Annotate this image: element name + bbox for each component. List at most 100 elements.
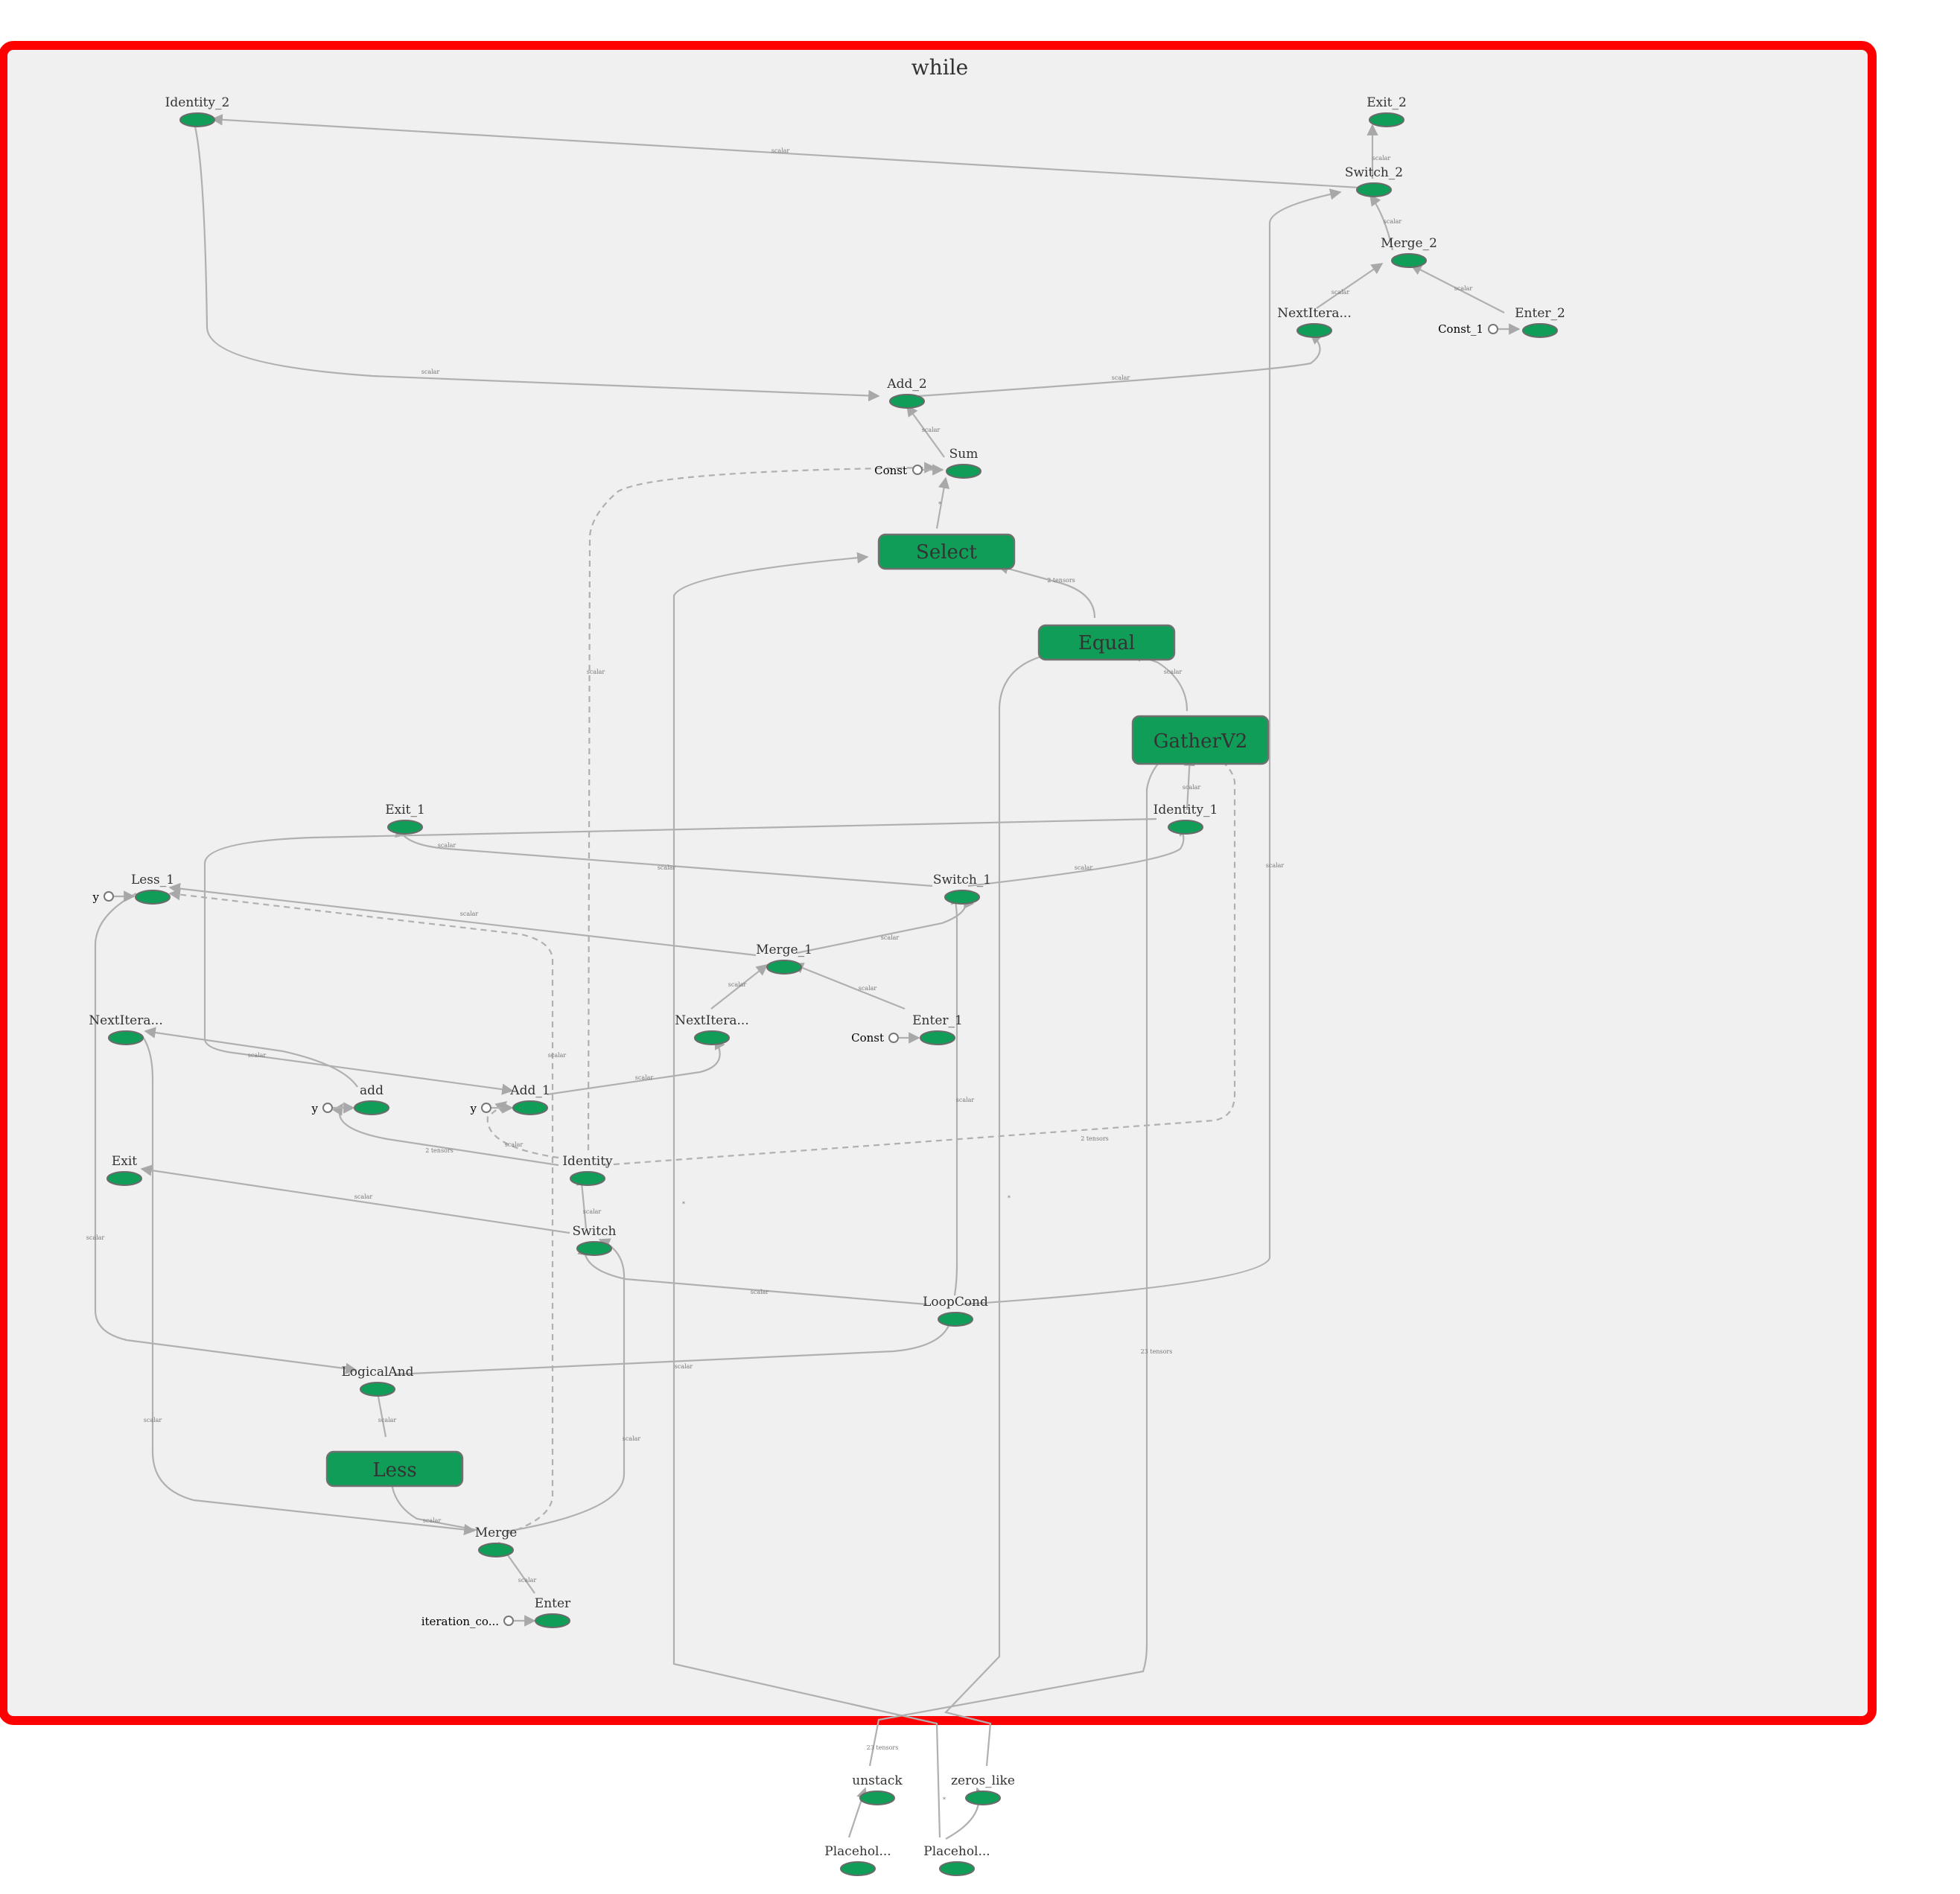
node-exit[interactable]: Exit [106,1154,142,1186]
edge-label: 23 tensors [867,1744,899,1751]
op-ellipse[interactable] [946,464,981,479]
node-zeros-like[interactable]: zeros_like [951,1773,1015,1805]
node-placeholder-a[interactable]: Placehol... [824,1844,891,1876]
edge-label: scalar [922,427,941,433]
op-ellipse[interactable] [1369,112,1404,127]
node-switch-2[interactable]: Switch_2 [1345,165,1403,197]
const-enter1-marker[interactable] [888,1033,899,1043]
node-sum[interactable]: Sum [946,447,981,479]
op-ellipse[interactable] [478,1543,514,1557]
node-equal[interactable]: Equal [1037,624,1176,661]
edge-switch-exit [140,1164,570,1234]
op-ellipse[interactable] [1391,253,1427,268]
op-ellipse[interactable] [938,1312,973,1327]
y-less1-marker[interactable] [104,891,114,902]
node-switch[interactable]: Switch [573,1224,617,1256]
node-nextiteration[interactable]: NextItera... [89,1013,163,1045]
op-ellipse[interactable] [939,1861,975,1876]
edge-identity-add [332,1103,559,1167]
op-ellipse[interactable] [1522,323,1558,338]
y-add-marker[interactable] [322,1103,333,1113]
iteration-count-marker[interactable] [503,1616,514,1626]
node-switch-1[interactable]: Switch_1 [933,873,991,905]
node-less[interactable]: Less [325,1450,464,1488]
op-ellipse[interactable] [944,890,980,905]
node-exit-2[interactable]: Exit_2 [1366,95,1407,127]
node-gatherv2[interactable]: GatherV2 [1131,715,1270,765]
node-placeholder-b[interactable]: Placehol... [923,1844,990,1876]
node-logicaland[interactable]: LogicalAnd [341,1365,414,1397]
node-enter-1[interactable]: Enter_1 [912,1013,963,1045]
op-ellipse[interactable] [108,1030,144,1045]
while-scope[interactable] [0,41,1877,1725]
edge-label: scalar [675,1363,693,1370]
node-label: Equal [1078,632,1135,654]
op-box[interactable] [877,533,1016,570]
op-ellipse[interactable] [360,1382,395,1397]
node-label: Merge_2 [1381,236,1437,251]
node-add-2[interactable]: Add_2 [886,377,927,409]
node-identity-1[interactable]: Identity_1 [1154,803,1218,835]
op-ellipse[interactable] [576,1241,612,1256]
op-ellipse[interactable] [179,112,215,127]
node-add-1[interactable]: Add_1 [509,1083,550,1115]
edge-label: 2 tensors [1081,1135,1109,1142]
node-merge[interactable]: Merge [475,1525,518,1557]
op-ellipse[interactable] [859,1791,895,1805]
op-ellipse[interactable] [965,1791,1001,1805]
node-less-1[interactable]: Less_1 [131,873,174,905]
node-enter-2[interactable]: Enter_2 [1515,306,1565,338]
node-loopcond[interactable]: LoopCond [923,1295,988,1327]
node-merge-1[interactable]: Merge_1 [756,943,812,975]
op-ellipse[interactable] [840,1861,876,1876]
edge-label: scalar [1112,374,1130,381]
const-sum-marker[interactable] [912,465,923,475]
node-identity[interactable]: Identity [562,1154,613,1186]
op-box[interactable] [1037,624,1176,661]
op-ellipse[interactable] [920,1030,955,1045]
edge-merge1-less1 [168,882,757,957]
op-ellipse[interactable] [512,1100,548,1115]
op-box[interactable] [1131,715,1270,765]
op-ellipse[interactable] [106,1171,142,1186]
edge-less1-logicaland [94,893,357,1374]
op-ellipse[interactable] [1356,182,1392,197]
node-nextiteration-2[interactable]: NextItera... [1277,306,1352,338]
node-add[interactable]: add [354,1083,389,1115]
edge-label: scalar [423,1517,442,1524]
node-merge-2[interactable]: Merge_2 [1381,236,1437,268]
node-unstack[interactable]: unstack [852,1773,903,1805]
op-ellipse[interactable] [535,1613,570,1628]
y-add1-marker[interactable] [481,1103,491,1113]
edge-label: 2 tensors [425,1147,454,1154]
node-label: Enter_2 [1515,306,1565,321]
op-ellipse[interactable] [354,1100,389,1115]
node-label: Less [372,1459,416,1482]
op-ellipse[interactable] [387,820,423,835]
node-label: NextItera... [1277,306,1351,321]
node-identity-2[interactable]: Identity_2 [165,95,230,127]
edge-label: * [943,1796,946,1803]
edge-enter1-merge1 [792,962,906,1010]
node-label: Sum [949,447,979,462]
op-ellipse[interactable] [1296,323,1332,338]
const-1-label: Const_1 [1438,322,1483,336]
node-label: unstack [852,1773,903,1788]
edge-label: * [1008,1195,1011,1202]
node-nextiteration-1[interactable]: NextItera... [675,1013,749,1045]
op-ellipse[interactable] [135,890,171,905]
op-ellipse[interactable] [1168,820,1203,835]
node-label: Placehol... [923,1844,990,1859]
edge-label: scalar [460,911,479,917]
op-box[interactable] [325,1450,464,1488]
op-ellipse[interactable] [889,394,925,409]
node-enter[interactable]: Enter [535,1596,571,1628]
const-1-marker[interactable] [1488,324,1498,334]
op-ellipse[interactable] [694,1030,730,1045]
op-ellipse[interactable] [766,960,802,975]
op-ellipse[interactable] [570,1171,605,1186]
constant-inputs: Const_1 Const y Const y y iteration_co..… [92,322,1521,1628]
node-select[interactable]: Select [877,533,1016,570]
node-exit-1[interactable]: Exit_1 [385,803,425,835]
edge-label: scalar [956,1097,975,1103]
